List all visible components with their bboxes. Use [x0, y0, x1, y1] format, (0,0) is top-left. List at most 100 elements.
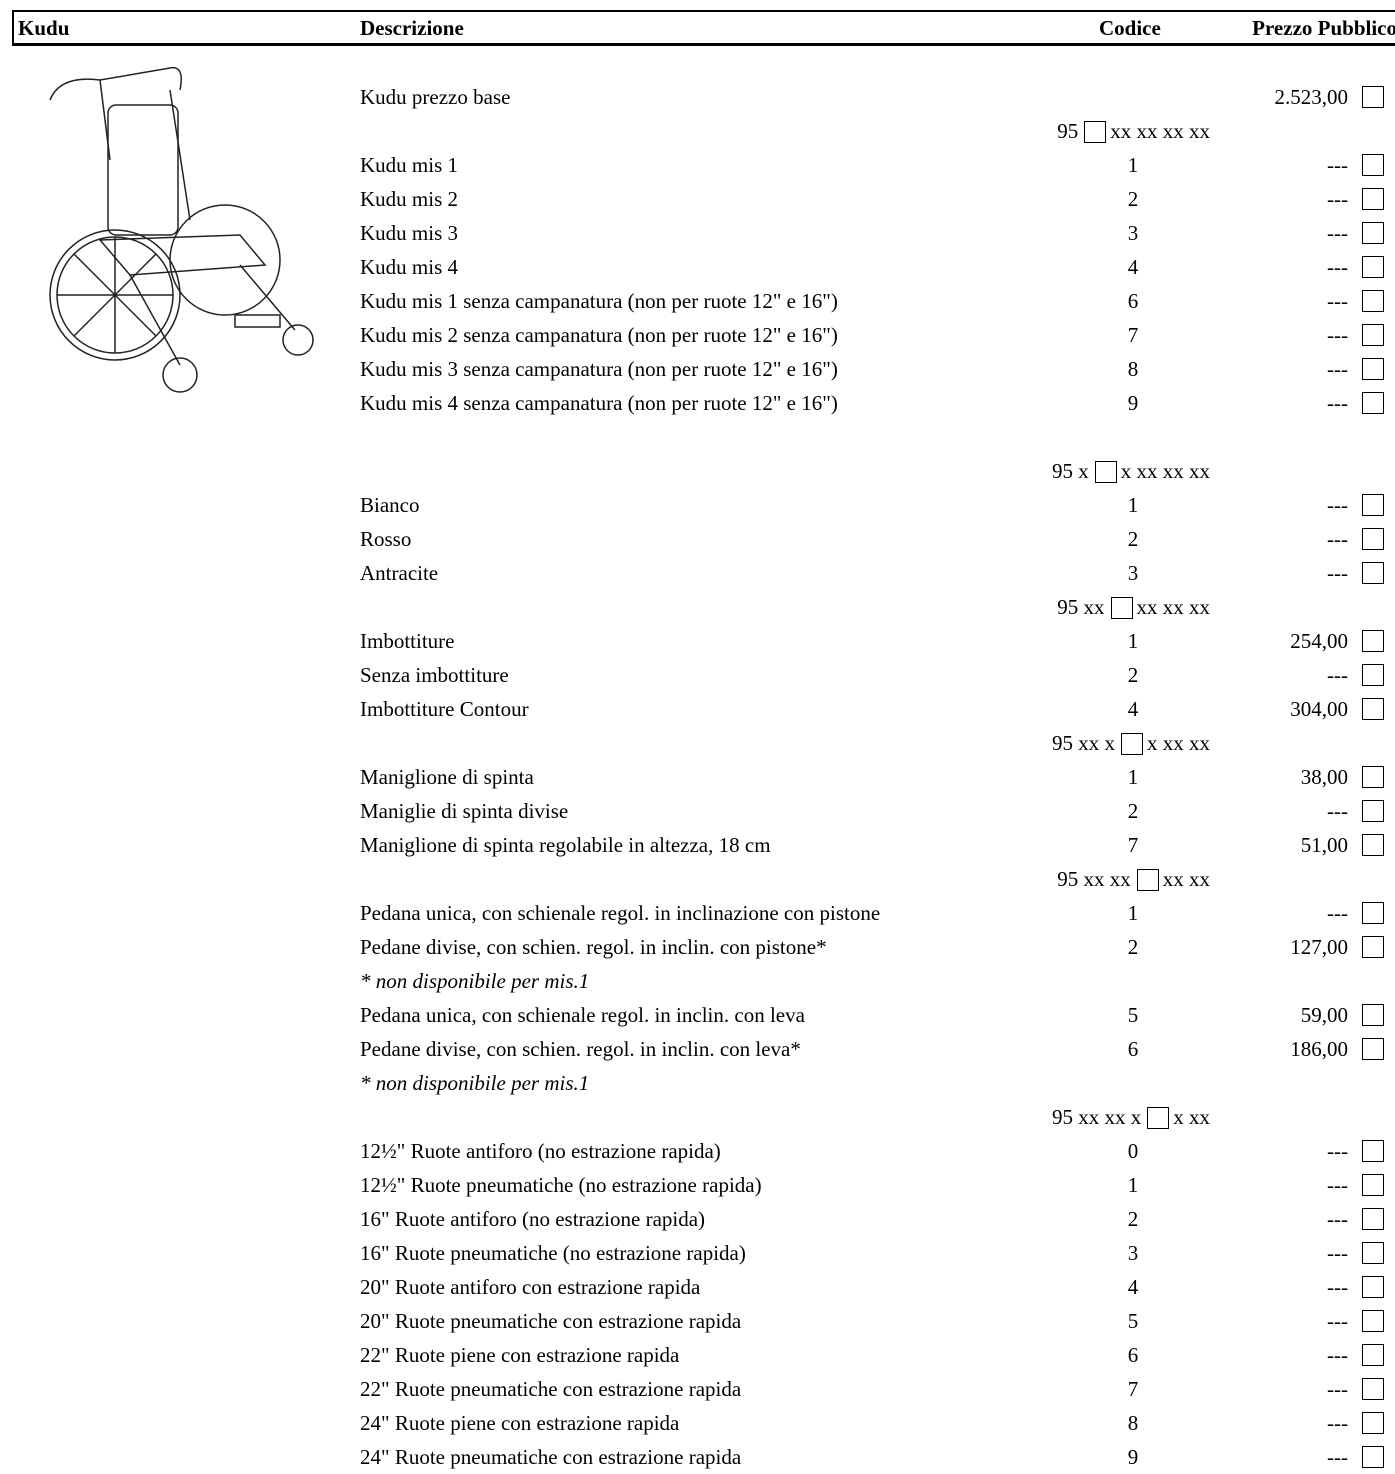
checkbox[interactable]: [1362, 834, 1384, 856]
item-code: 2: [1127, 187, 1139, 211]
item-label: 24" Ruote piene con estrazione rapida: [360, 1411, 680, 1435]
checkbox[interactable]: [1362, 1446, 1384, 1468]
code-box[interactable]: [1147, 1106, 1170, 1129]
checkbox[interactable]: [1362, 154, 1384, 176]
code-prefix: 95 x: [1052, 459, 1089, 483]
checkbox[interactable]: [1362, 1208, 1384, 1230]
item-code: 1: [1127, 629, 1139, 653]
item-row: Antracite 3 ---: [0, 556, 1395, 590]
code-prefix: 95 xx x: [1052, 731, 1115, 755]
header-description: Descrizione: [360, 16, 464, 40]
item-label: Maniglione di spinta regolabile in altez…: [360, 833, 771, 857]
code-box[interactable]: [1110, 596, 1133, 619]
code-box[interactable]: [1084, 120, 1107, 143]
checkbox[interactable]: [1362, 1412, 1384, 1434]
code-suffix: xx xx xx xx: [1110, 119, 1210, 143]
checkbox[interactable]: [1362, 528, 1384, 550]
checkbox[interactable]: [1362, 664, 1384, 686]
checkbox[interactable]: [1362, 1276, 1384, 1298]
item-code: 3: [1127, 221, 1139, 245]
code-prefix: 95 xx: [1057, 595, 1105, 619]
code-box[interactable]: [1136, 868, 1159, 891]
checkbox[interactable]: [1362, 1038, 1384, 1060]
checkbox[interactable]: [1362, 1344, 1384, 1366]
checkbox[interactable]: [1362, 290, 1384, 312]
item-code: 7: [1127, 1377, 1139, 1401]
item-code: 4: [1127, 255, 1139, 279]
item-label: Rosso: [360, 527, 412, 551]
checkbox[interactable]: [1362, 324, 1384, 346]
item-label: Antracite: [360, 561, 439, 585]
item-row: 22" Ruote pneumatiche con estrazione rap…: [0, 1372, 1395, 1406]
item-price: 38,00: [1300, 765, 1348, 789]
checkbox[interactable]: [1362, 86, 1384, 108]
header-model: Kudu: [18, 16, 70, 40]
checkbox[interactable]: [1362, 256, 1384, 278]
note-row: * non disponibile per mis.1: [0, 964, 1395, 998]
item-price: 51,00: [1300, 833, 1348, 857]
code-prefix: 95 xx xx: [1057, 867, 1131, 891]
item-row: Maniglione di spinta 1 38,00: [0, 760, 1395, 794]
item-code: 2: [1127, 1207, 1139, 1231]
checkbox[interactable]: [1362, 222, 1384, 244]
checkbox[interactable]: [1362, 902, 1384, 924]
item-label: 24" Ruote pneumatiche con estrazione rap…: [360, 1445, 742, 1469]
item-row: Kudu mis 4 senza campanatura (non per ru…: [0, 386, 1395, 420]
item-price: ---: [1327, 1377, 1348, 1401]
checkbox[interactable]: [1362, 358, 1384, 380]
checkbox[interactable]: [1362, 392, 1384, 414]
item-row: Pedane divise, con schien. regol. in inc…: [0, 1032, 1395, 1066]
item-label: Kudu mis 3: [360, 221, 459, 245]
item-label: Maniglione di spinta: [360, 765, 534, 789]
checkbox[interactable]: [1362, 1140, 1384, 1162]
item-row: 24" Ruote piene con estrazione rapida 8 --…: [0, 1406, 1395, 1440]
option-group: 95 xx xx x x xx 12½" Ruote antiforo (no es…: [0, 1100, 1395, 1474]
item-price: ---: [1327, 1241, 1348, 1265]
checkbox[interactable]: [1362, 698, 1384, 720]
item-price: 2.523,00: [1274, 85, 1349, 109]
code-box[interactable]: [1121, 732, 1143, 755]
checkbox[interactable]: [1362, 1174, 1384, 1196]
item-label: Senza imbottiture: [360, 663, 509, 687]
item-code: 3: [1127, 561, 1139, 585]
item-code: 9: [1127, 391, 1139, 415]
item-price: 304,00: [1290, 697, 1348, 721]
checkbox[interactable]: [1362, 1242, 1384, 1264]
code-pattern: 95 xx xx xx xx: [1057, 867, 1210, 892]
item-code: 2: [1127, 935, 1139, 959]
item-row: 16" Ruote pneumatiche (no estrazione rap…: [0, 1236, 1395, 1270]
checkbox[interactable]: [1362, 1310, 1384, 1332]
item-row: Kudu mis 3 senza campanatura (non per ru…: [0, 352, 1395, 386]
item-label: Pedane divise, con schien. regol. in inc…: [360, 935, 827, 959]
checkbox[interactable]: [1362, 1004, 1384, 1026]
checkbox[interactable]: [1362, 1378, 1384, 1400]
item-code: 4: [1127, 1275, 1139, 1299]
item-code: 1: [1127, 901, 1139, 925]
code-box[interactable]: [1094, 460, 1117, 483]
code-suffix: x xx: [1173, 1105, 1210, 1129]
item-row: Rosso 2 ---: [0, 522, 1395, 556]
item-row: Senza imbottiture 2 ---: [0, 658, 1395, 692]
item-row: 20" Ruote pneumatiche con estrazione rap…: [0, 1304, 1395, 1338]
item-code: 8: [1127, 1411, 1139, 1435]
checkbox[interactable]: [1362, 936, 1384, 958]
checkbox[interactable]: [1362, 630, 1384, 652]
item-price: ---: [1327, 255, 1348, 279]
note-row: * non disponibile per mis.1: [0, 1066, 1395, 1100]
item-code: 1: [1127, 493, 1139, 517]
checkbox[interactable]: [1362, 188, 1384, 210]
item-label: Pedane divise, con schien. regol. in inc…: [360, 1037, 801, 1061]
option-group: 95 xx xx xx xx Imbottiture 1 254,00 Senza imb…: [0, 590, 1395, 726]
item-price: ---: [1327, 323, 1348, 347]
code-pattern: 95 xx xx xx xx: [1057, 595, 1210, 620]
checkbox[interactable]: [1362, 800, 1384, 822]
checkbox[interactable]: [1362, 562, 1384, 584]
item-row: 12½" Ruote pneumatiche (no estrazione ra…: [0, 1168, 1395, 1202]
code-prefix: 95: [1057, 119, 1079, 143]
checkbox[interactable]: [1362, 766, 1384, 788]
checkbox[interactable]: [1362, 494, 1384, 516]
item-price: ---: [1327, 1207, 1348, 1231]
item-code: 8: [1127, 357, 1139, 381]
